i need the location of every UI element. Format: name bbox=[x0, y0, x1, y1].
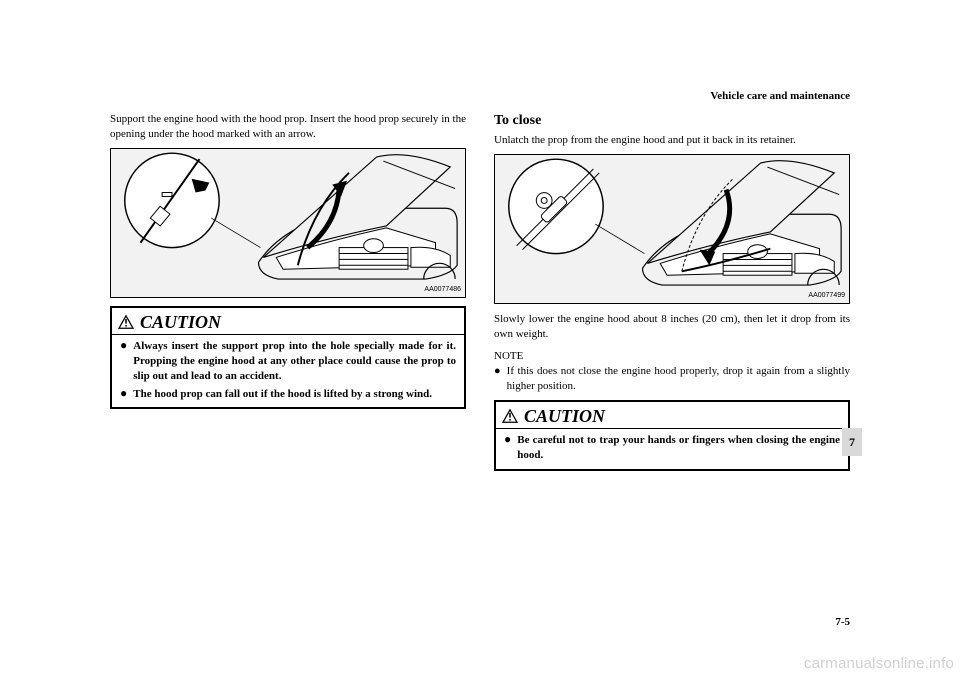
page-number: 7-5 bbox=[835, 616, 850, 628]
caution-bullet: ● Be careful not to trap your hands or f… bbox=[504, 433, 840, 463]
right-intro-text: Unlatch the prop from the engine hood an… bbox=[494, 133, 850, 148]
after-figure-text: Slowly lower the engine hood about 8 inc… bbox=[494, 312, 850, 342]
manual-page: Vehicle care and maintenance Support the… bbox=[0, 0, 960, 678]
caution-item-text: Always insert the support prop into the … bbox=[133, 339, 456, 384]
caution-item-text: Be careful not to trap your hands or fin… bbox=[517, 433, 840, 463]
caution-title: CAUTION bbox=[112, 308, 464, 335]
hood-close-illustration bbox=[495, 155, 849, 303]
left-column: Support the engine hood with the hood pr… bbox=[110, 112, 466, 471]
hood-prop-insert-illustration bbox=[111, 149, 465, 297]
note-body: ● If this does not close the engine hood… bbox=[494, 364, 850, 394]
caution-title: CAUTION bbox=[496, 402, 848, 429]
caution-label-text: CAUTION bbox=[140, 310, 221, 334]
note-bullet: ● If this does not close the engine hood… bbox=[494, 364, 850, 394]
caution-box-left: CAUTION ● Always insert the support prop… bbox=[110, 306, 466, 410]
figure-id: AA0077486 bbox=[424, 285, 461, 294]
bullet-icon: ● bbox=[120, 387, 127, 402]
note-item-text: If this does not close the engine hood p… bbox=[507, 364, 850, 394]
caution-body: ● Always insert the support prop into th… bbox=[112, 335, 464, 407]
two-column-layout: Support the engine hood with the hood pr… bbox=[110, 112, 850, 471]
figure-hood-close: AA0077499 bbox=[494, 154, 850, 304]
left-intro-text: Support the engine hood with the hood pr… bbox=[110, 112, 466, 142]
caution-bullet: ● Always insert the support prop into th… bbox=[120, 339, 456, 384]
caution-box-right: CAUTION ● Be careful not to trap your ha… bbox=[494, 400, 850, 471]
caution-item-text: The hood prop can fall out if the hood i… bbox=[133, 387, 432, 402]
figure-hood-prop-insert: AA0077486 bbox=[110, 148, 466, 298]
caution-bullet: ● The hood prop can fall out if the hood… bbox=[120, 387, 456, 402]
watermark: carmanualsonline.info bbox=[804, 655, 954, 672]
caution-body: ● Be careful not to trap your hands or f… bbox=[496, 429, 848, 469]
note-label: NOTE bbox=[494, 349, 850, 364]
bullet-icon: ● bbox=[494, 364, 501, 394]
warning-triangle-icon bbox=[502, 409, 518, 423]
bullet-icon: ● bbox=[504, 433, 511, 463]
to-close-heading: To close bbox=[494, 112, 850, 131]
figure-id: AA0077499 bbox=[808, 291, 845, 300]
warning-triangle-icon bbox=[118, 315, 134, 329]
section-header: Vehicle care and maintenance bbox=[710, 90, 850, 102]
bullet-icon: ● bbox=[120, 339, 127, 384]
chapter-tab: 7 bbox=[842, 428, 862, 456]
right-column: To close Unlatch the prop from the engin… bbox=[494, 112, 850, 471]
caution-label-text: CAUTION bbox=[524, 404, 605, 428]
